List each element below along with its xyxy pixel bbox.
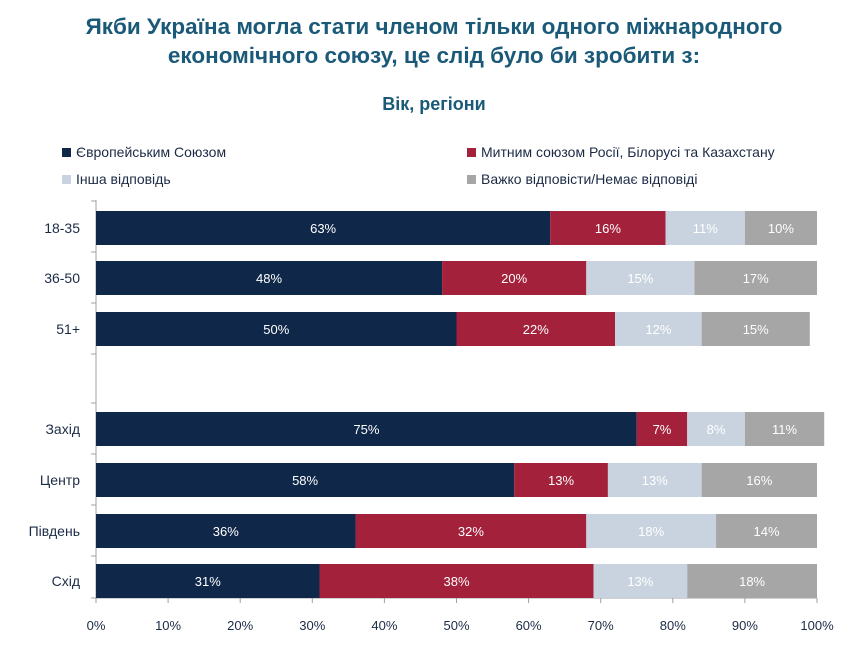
bar-value-label: 31%: [195, 574, 221, 589]
bar-value-label: 75%: [353, 422, 379, 437]
x-tick-label: 80%: [660, 618, 686, 633]
bar-value-label: 16%: [595, 221, 621, 236]
bar-segment: [636, 412, 688, 446]
category-label: 36-50: [44, 270, 80, 286]
bar-segment: [96, 463, 515, 497]
x-tick-label: 40%: [371, 618, 397, 633]
chart-title-line2: економічного союзу, це слід було би зроб…: [167, 43, 701, 68]
chart-subtitle: Вік, регіони: [382, 94, 486, 114]
bar-value-label: 7%: [653, 422, 672, 437]
bar-segment: [687, 412, 745, 446]
chart-title-line1: Якби Україна могла стати членом тільки о…: [85, 14, 783, 39]
x-tick-label: 100%: [800, 618, 834, 633]
bar-value-label: 13%: [642, 473, 668, 488]
x-tick-label: 20%: [227, 618, 253, 633]
bar-segment: [96, 211, 551, 245]
legend-label-eu: Європейським Союзом: [76, 144, 227, 160]
chart-title: Якби Україна могла стати членом тільки о…: [0, 12, 868, 70]
x-tick-label: 30%: [299, 618, 325, 633]
bar-value-label: 18%: [739, 574, 765, 589]
bar-segment: [96, 564, 320, 598]
bar-segment: [593, 564, 688, 598]
bar-segment: [96, 514, 356, 548]
category-label: Центр: [40, 472, 80, 488]
legend-item-eu: Європейським Союзом: [62, 144, 226, 160]
bar-value-label: 58%: [292, 473, 318, 488]
bar-segment: [586, 261, 695, 295]
bar-segment: [550, 211, 666, 245]
category-label: Південь: [29, 523, 80, 539]
bar-segment: [586, 514, 717, 548]
bar-segment: [615, 312, 702, 346]
bar-segment: [355, 514, 587, 548]
bar-segment: [744, 211, 817, 245]
bar-segment: [701, 463, 817, 497]
bar-segment: [687, 564, 817, 598]
bar-value-label: 22%: [523, 322, 549, 337]
bar-segment: [96, 412, 637, 446]
bar-value-label: 63%: [310, 221, 336, 236]
legend-label-other: Інша відповідь: [76, 171, 171, 187]
legend-swatch-other: [62, 174, 71, 184]
legend-swatch-hard-to-say: [467, 174, 476, 184]
bar-value-label: 48%: [256, 271, 282, 286]
bar-value-label: 16%: [746, 473, 772, 488]
bar-segment: [96, 261, 443, 295]
bar-value-label: 32%: [458, 524, 484, 539]
x-tick-label: 10%: [155, 618, 181, 633]
bar-value-label: 8%: [707, 422, 726, 437]
x-tick-label: 70%: [588, 618, 614, 633]
category-label: Захід: [45, 421, 80, 437]
x-tick-label: 0%: [87, 618, 106, 633]
bar-value-label: 13%: [548, 473, 574, 488]
bar-segment: [456, 312, 616, 346]
category-label: 51+: [56, 321, 80, 337]
category-label: 18-35: [44, 220, 80, 236]
bar-value-label: 36%: [213, 524, 239, 539]
bar-segment: [716, 514, 817, 548]
bar-value-label: 14%: [754, 524, 780, 539]
x-tick-label: 50%: [443, 618, 469, 633]
bar-segment: [744, 412, 825, 446]
bar-segment: [514, 463, 608, 497]
category-label: Схід: [52, 573, 80, 589]
bar-value-label: 17%: [743, 271, 769, 286]
x-tick-label: 60%: [516, 618, 542, 633]
legend-swatch-eu: [62, 147, 71, 157]
bar-value-label: 15%: [743, 322, 769, 337]
legend-item-customs-union: Митним союзом Росії, Білорусі та Казахст…: [467, 144, 775, 160]
legend-label-customs-union: Митним союзом Росії, Білорусі та Казахст…: [481, 144, 775, 160]
bar-segment: [607, 463, 702, 497]
bar-segment: [319, 564, 594, 598]
legend-item-hard-to-say: Важко відповісти/Немає відповіді: [467, 171, 697, 187]
legend-swatch-customs-union: [467, 147, 476, 157]
bar-value-label: 50%: [263, 322, 289, 337]
legend-label-hard-to-say: Важко відповісти/Немає відповіді: [481, 171, 698, 187]
bar-segment: [701, 312, 810, 346]
bar-value-label: 20%: [501, 271, 527, 286]
bar-value-label: 11%: [772, 422, 797, 437]
bar-value-label: 12%: [645, 322, 671, 337]
bar-segment: [694, 261, 817, 295]
x-tick-label: 90%: [732, 618, 758, 633]
bar-value-label: 15%: [627, 271, 653, 286]
bar-value-label: 18%: [638, 524, 664, 539]
legend-item-other: Інша відповідь: [62, 171, 171, 187]
bar-value-label: 38%: [443, 574, 469, 589]
bar-value-label: 13%: [627, 574, 653, 589]
bar-value-label: 11%: [693, 221, 718, 236]
bar-segment: [442, 261, 587, 295]
bar-segment: [96, 312, 457, 346]
bar-segment: [665, 211, 745, 245]
bar-value-label: 10%: [768, 221, 794, 236]
